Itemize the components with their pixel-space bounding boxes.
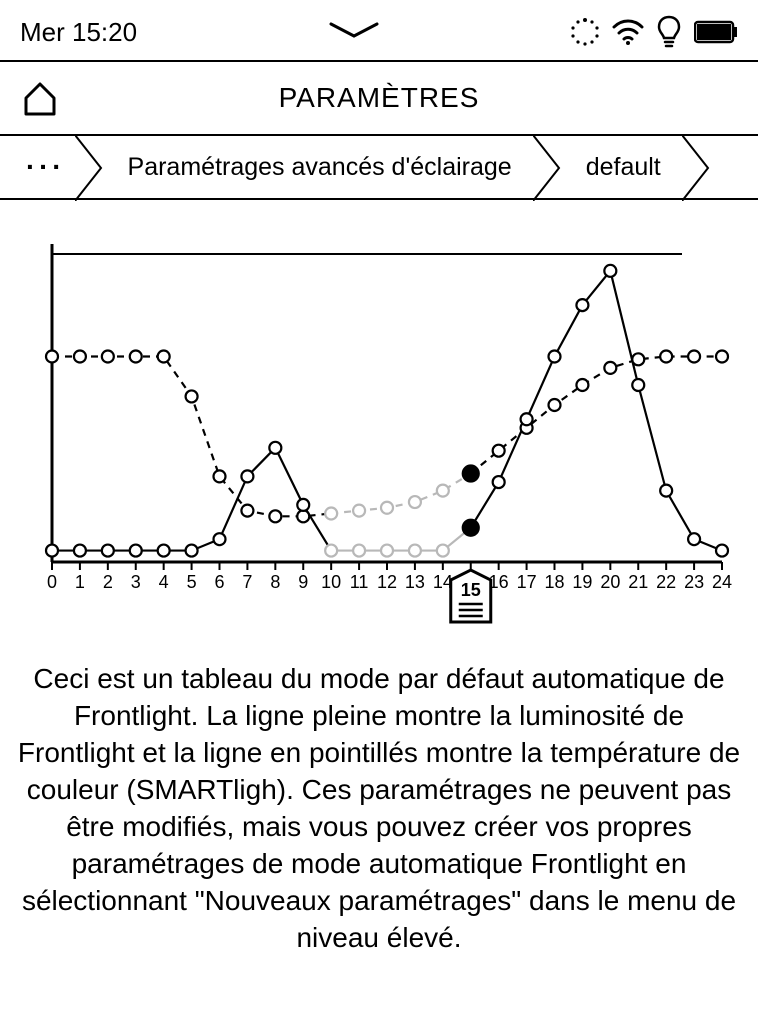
breadcrumb-item-lighting[interactable]: Paramétrages avancés d'éclairage bbox=[106, 136, 534, 198]
svg-text:7: 7 bbox=[242, 572, 252, 592]
page-title: PARAMÈTRES bbox=[0, 82, 758, 114]
svg-text:5: 5 bbox=[187, 572, 197, 592]
breadcrumb-more[interactable]: · · · bbox=[0, 136, 76, 198]
breadcrumb-label: default bbox=[586, 153, 661, 182]
svg-text:13: 13 bbox=[405, 572, 425, 592]
svg-text:21: 21 bbox=[628, 572, 648, 592]
breadcrumb: · · · Paramétrages avancés d'éclairage d… bbox=[0, 134, 758, 200]
status-icons bbox=[570, 15, 738, 49]
battery-icon bbox=[694, 20, 738, 44]
svg-text:2: 2 bbox=[103, 572, 113, 592]
light-icon bbox=[656, 15, 682, 49]
status-handle[interactable] bbox=[137, 22, 570, 42]
title-bar: PARAMÈTRES bbox=[0, 62, 758, 134]
svg-text:0: 0 bbox=[47, 572, 57, 592]
svg-text:3: 3 bbox=[131, 572, 141, 592]
svg-text:24: 24 bbox=[712, 572, 732, 592]
status-bar: Mer 15:20 bbox=[0, 0, 758, 60]
chevron-down-icon bbox=[329, 22, 379, 42]
wifi-icon bbox=[612, 19, 644, 45]
breadcrumb-separator bbox=[683, 136, 713, 198]
svg-text:10: 10 bbox=[321, 572, 341, 592]
svg-text:12: 12 bbox=[377, 572, 397, 592]
sync-icon bbox=[570, 17, 600, 47]
svg-text:20: 20 bbox=[600, 572, 620, 592]
svg-text:19: 19 bbox=[572, 572, 592, 592]
breadcrumb-separator bbox=[76, 136, 106, 198]
clock-text: Mer 15:20 bbox=[20, 17, 137, 48]
svg-text:8: 8 bbox=[270, 572, 280, 592]
svg-text:1: 1 bbox=[75, 572, 85, 592]
svg-text:22: 22 bbox=[656, 572, 676, 592]
svg-text:4: 4 bbox=[159, 572, 169, 592]
ellipsis-icon: · · · bbox=[26, 151, 60, 183]
svg-text:17: 17 bbox=[517, 572, 537, 592]
svg-text:6: 6 bbox=[214, 572, 224, 592]
frontlight-chart[interactable]: 0123456789101112131415161718192021222324… bbox=[20, 240, 738, 640]
breadcrumb-separator bbox=[534, 136, 564, 198]
svg-text:9: 9 bbox=[298, 572, 308, 592]
svg-text:23: 23 bbox=[684, 572, 704, 592]
breadcrumb-label: Paramétrages avancés d'éclairage bbox=[128, 153, 512, 182]
breadcrumb-item-default[interactable]: default bbox=[564, 136, 683, 198]
svg-text:15: 15 bbox=[461, 580, 481, 600]
svg-text:11: 11 bbox=[350, 572, 369, 592]
description-text: Ceci est un tableau du mode par défaut a… bbox=[0, 655, 758, 957]
svg-text:18: 18 bbox=[544, 572, 564, 592]
chart-container: 0123456789101112131415161718192021222324… bbox=[0, 200, 758, 655]
